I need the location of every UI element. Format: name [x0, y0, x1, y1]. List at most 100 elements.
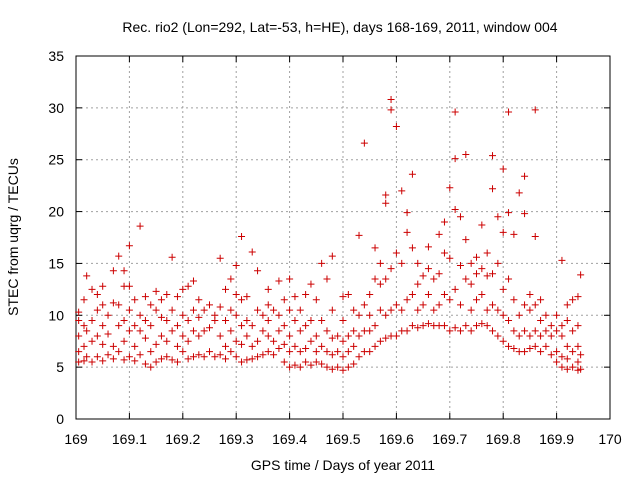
data-point	[248, 322, 256, 330]
data-point	[382, 199, 390, 207]
data-point	[115, 252, 123, 260]
data-point	[456, 262, 464, 270]
data-point	[547, 332, 555, 340]
data-point	[360, 301, 368, 309]
data-point	[577, 351, 585, 359]
data-point	[248, 342, 256, 350]
data-point	[440, 249, 448, 257]
data-point	[376, 306, 384, 314]
data-point	[494, 332, 502, 340]
data-point	[366, 291, 374, 299]
data-point	[88, 358, 96, 366]
data-point	[563, 355, 571, 363]
data-point	[339, 316, 347, 324]
data-point	[104, 351, 112, 359]
data-point	[494, 306, 502, 314]
data-point	[179, 311, 187, 319]
data-point	[489, 185, 497, 193]
data-point	[227, 348, 235, 356]
data-point	[414, 259, 422, 267]
data-point	[435, 270, 443, 278]
data-point	[339, 337, 347, 345]
data-point	[563, 316, 571, 324]
data-point	[334, 332, 342, 340]
data-point	[270, 351, 278, 359]
data-point	[104, 330, 112, 338]
data-point	[547, 322, 555, 330]
data-point	[259, 311, 267, 319]
data-point	[75, 348, 83, 356]
data-point	[163, 316, 171, 324]
data-point	[499, 285, 507, 293]
data-point	[141, 316, 149, 324]
x-tick-label: 169.7	[432, 431, 467, 447]
data-point	[318, 360, 326, 368]
data-point	[179, 348, 187, 356]
x-tick-label: 169.3	[219, 431, 254, 447]
data-point	[125, 242, 133, 250]
data-point	[291, 293, 299, 301]
data-point	[376, 280, 384, 288]
data-point	[574, 342, 582, 350]
data-point	[478, 265, 486, 273]
data-point	[350, 342, 358, 350]
x-tick-label: 169.6	[379, 431, 414, 447]
data-point	[75, 332, 83, 340]
data-point	[189, 353, 197, 361]
data-point	[521, 327, 529, 335]
data-point	[462, 236, 470, 244]
data-point	[222, 316, 230, 324]
data-point	[542, 342, 550, 350]
data-point	[344, 363, 352, 371]
data-point	[408, 322, 416, 330]
data-point	[302, 322, 310, 330]
data-point	[398, 187, 406, 195]
data-point	[366, 327, 374, 335]
data-point	[302, 291, 310, 299]
data-point	[414, 280, 422, 288]
data-point	[366, 311, 374, 319]
data-point	[232, 291, 240, 299]
data-point	[222, 342, 230, 350]
data-point	[141, 334, 149, 342]
data-point	[531, 342, 539, 350]
data-point	[200, 327, 208, 335]
data-point	[75, 308, 83, 316]
data-point	[238, 340, 246, 348]
data-point	[392, 332, 400, 340]
data-point	[344, 348, 352, 356]
data-point	[387, 306, 395, 314]
data-point	[99, 282, 107, 290]
data-point	[125, 327, 133, 335]
data-points	[75, 96, 585, 374]
data-point	[206, 324, 213, 332]
data-point	[88, 337, 96, 345]
data-point	[80, 322, 88, 330]
data-point	[120, 337, 128, 345]
data-point	[521, 348, 529, 356]
data-point	[483, 249, 491, 257]
data-point	[280, 358, 288, 366]
data-point	[280, 340, 288, 348]
data-point	[93, 332, 101, 340]
data-point	[131, 296, 139, 304]
data-point	[489, 152, 497, 160]
data-point	[344, 332, 352, 340]
data-point	[75, 316, 83, 324]
data-point	[259, 327, 267, 335]
data-point	[489, 270, 497, 278]
data-point	[318, 316, 326, 324]
data-point	[318, 342, 326, 350]
data-point	[577, 271, 585, 279]
y-tick-label: 25	[48, 152, 64, 168]
data-point	[553, 348, 561, 356]
data-point	[371, 244, 379, 252]
data-point	[419, 301, 427, 309]
data-point	[286, 348, 294, 356]
data-point	[334, 363, 342, 371]
data-point	[323, 275, 331, 283]
data-point	[531, 301, 539, 309]
data-point	[291, 361, 299, 369]
data-point	[510, 344, 518, 352]
